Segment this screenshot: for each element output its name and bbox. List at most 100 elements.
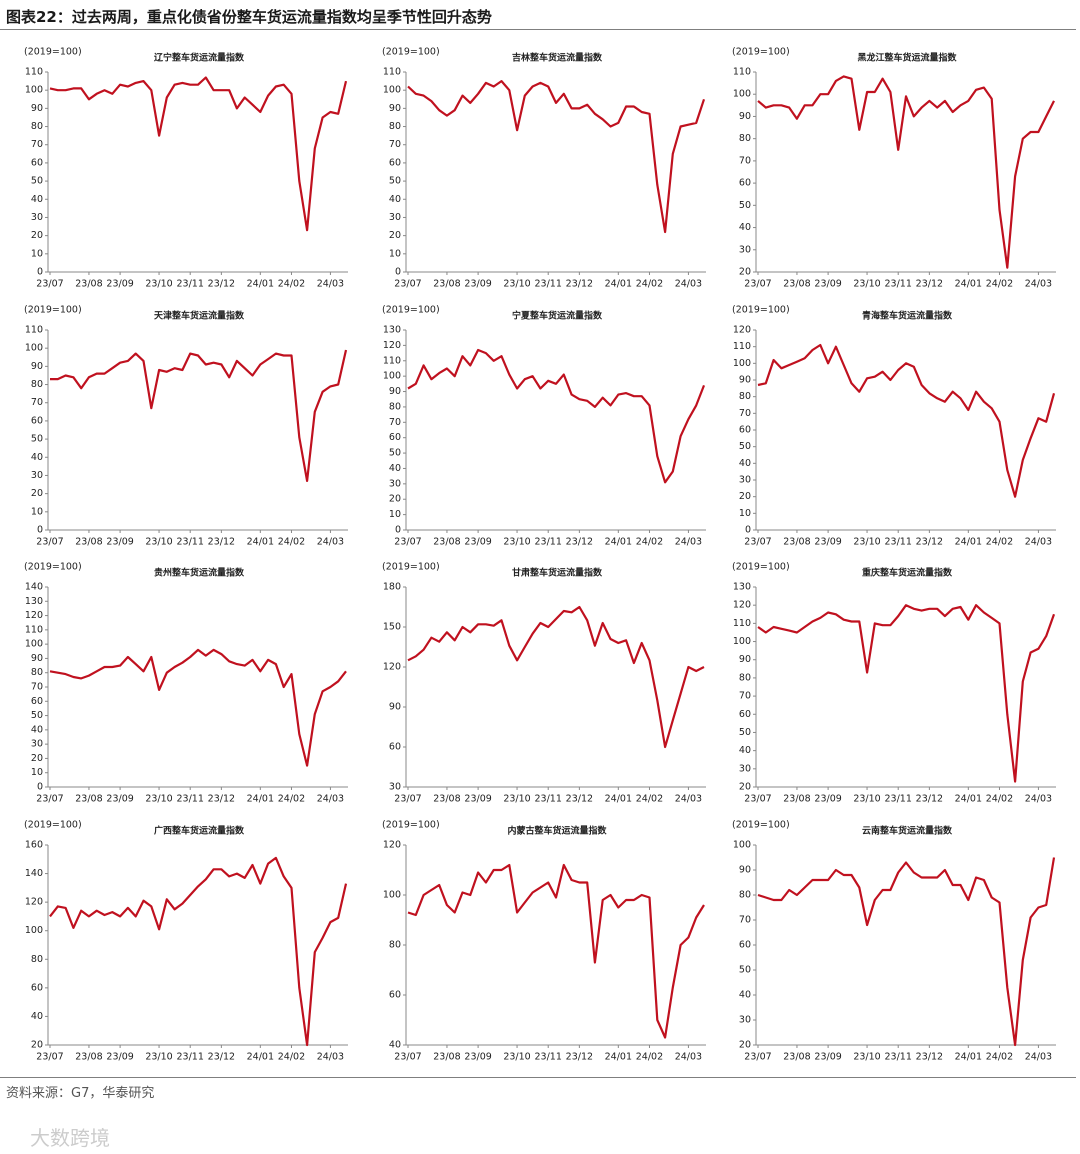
x-tick-label: 24/03 — [1025, 279, 1052, 290]
x-tick-label: 23/10 — [503, 1052, 530, 1063]
y-tick-label: 10 — [31, 767, 43, 778]
y-tick-label: 60 — [739, 709, 751, 720]
x-tick-label: 23/11 — [885, 794, 912, 805]
chart: (2019=100) 贵州整车货运流量指数 0 10 20 30 40 50 60 70 80 90 1… — [24, 562, 348, 805]
unit-label: (2019=100) — [24, 820, 82, 831]
y-tick-label: 80 — [389, 940, 401, 951]
y-tick-label: 80 — [739, 133, 751, 144]
x-tick-label: 23/07 — [394, 537, 421, 548]
x-tick-label: 24/03 — [317, 794, 344, 805]
x-tick-label: 23/07 — [36, 1052, 63, 1063]
x-tick-label: 23/11 — [535, 1052, 562, 1063]
y-tick-label: 60 — [389, 990, 401, 1001]
y-tick-label: 90 — [389, 386, 401, 397]
x-tick-label: 23/12 — [566, 537, 593, 548]
x-tick-label: 24/03 — [675, 1052, 702, 1063]
x-tick-label: 23/10 — [503, 279, 530, 290]
y-tick-label: 120 — [383, 662, 401, 673]
chart: (2019=100) 重庆整车货运流量指数 20 30 40 50 60 70 80 90 100 1… — [732, 562, 1056, 805]
data-line — [49, 648, 347, 767]
x-tick-label: 24/02 — [636, 1052, 663, 1063]
chart: (2019=100) 辽宁整车货运流量指数 0 10 20 30 40 50 60 70 80 90 1… — [24, 47, 348, 290]
x-tick-label: 24/03 — [1025, 794, 1052, 805]
x-tick-label: 23/12 — [566, 1052, 593, 1063]
y-tick-label: 10 — [31, 506, 43, 517]
x-tick-label: 24/01 — [605, 794, 632, 805]
y-tick-label: 40 — [739, 222, 751, 233]
y-tick-label: 0 — [37, 267, 43, 278]
x-tick-label: 24/01 — [955, 1052, 982, 1063]
x-tick-label: 23/11 — [885, 279, 912, 290]
y-tick-label: 90 — [31, 653, 43, 664]
y-tick-label: 160 — [25, 840, 43, 851]
figure-title: 图表22：过去两周，重点化债省份整车货运流量指数均呈季节性回升态势 — [6, 8, 492, 26]
x-tick-label: 23/11 — [885, 1052, 912, 1063]
x-tick-label: 23/11 — [177, 1052, 204, 1063]
y-tick-label: 40 — [389, 194, 401, 205]
x-tick-label: 23/11 — [885, 537, 912, 548]
x-tick-label: 24/03 — [675, 279, 702, 290]
y-tick-label: 100 — [383, 85, 401, 96]
chart-title: 重庆整车货运流量指数 — [862, 567, 953, 579]
y-tick-label: 90 — [739, 375, 751, 386]
y-tick-label: 10 — [389, 248, 401, 259]
x-tick-label: 23/12 — [208, 794, 235, 805]
chart: (2019=100) 青海整车货运流量指数 0 10 20 30 40 50 60 70 80 90 1… — [732, 305, 1056, 548]
x-tick-label: 23/10 — [853, 794, 880, 805]
chart-title: 宁夏整车货运流量指数 — [512, 310, 603, 322]
x-tick-label: 23/07 — [394, 1052, 421, 1063]
y-tick-label: 0 — [37, 525, 43, 536]
y-tick-label: 90 — [739, 654, 751, 665]
y-tick-label: 20 — [389, 494, 401, 505]
x-tick-label: 23/07 — [394, 794, 421, 805]
x-tick-label: 24/02 — [278, 537, 305, 548]
y-tick-label: 130 — [25, 596, 43, 607]
chart-title: 云南整车货运流量指数 — [862, 825, 953, 837]
x-tick-label: 24/01 — [247, 794, 274, 805]
x-tick-label: 23/09 — [814, 1052, 841, 1063]
y-tick-label: 110 — [383, 67, 401, 78]
y-tick-label: 70 — [31, 397, 43, 408]
y-tick-label: 80 — [31, 954, 43, 965]
data-line — [757, 857, 1056, 1047]
y-tick-label: 10 — [31, 248, 43, 259]
x-tick-label: 23/08 — [75, 279, 102, 290]
data-line — [407, 863, 705, 1039]
x-tick-label: 23/10 — [145, 794, 172, 805]
x-tick-label: 23/11 — [535, 794, 562, 805]
y-tick-label: 30 — [739, 475, 751, 486]
y-tick-label: 90 — [31, 103, 43, 114]
x-tick-label: 23/12 — [208, 279, 235, 290]
x-tick-label: 23/07 — [36, 279, 63, 290]
y-tick-label: 120 — [25, 610, 43, 621]
y-tick-label: 70 — [739, 408, 751, 419]
x-tick-label: 23/09 — [814, 537, 841, 548]
y-tick-label: 70 — [31, 682, 43, 693]
y-tick-label: 70 — [31, 139, 43, 150]
y-tick-label: 120 — [733, 325, 751, 336]
y-tick-label: 60 — [389, 157, 401, 168]
y-tick-label: 120 — [383, 340, 401, 351]
y-tick-label: 40 — [31, 1011, 43, 1022]
y-tick-label: 30 — [389, 212, 401, 223]
x-tick-label: 23/12 — [916, 1052, 943, 1063]
y-tick-label: 40 — [739, 745, 751, 756]
unit-label: (2019=100) — [732, 47, 790, 58]
x-tick-label: 23/08 — [75, 1052, 102, 1063]
y-tick-label: 80 — [31, 379, 43, 390]
divider — [0, 29, 1076, 30]
y-tick-label: 40 — [739, 990, 751, 1001]
y-tick-label: 50 — [31, 176, 43, 187]
y-tick-label: 70 — [739, 915, 751, 926]
y-tick-label: 100 — [25, 925, 43, 936]
data-line — [49, 76, 348, 232]
x-tick-label: 24/02 — [278, 794, 305, 805]
x-tick-label: 23/08 — [75, 794, 102, 805]
divider — [0, 1077, 1076, 1078]
y-tick-label: 50 — [31, 434, 43, 445]
unit-label: (2019=100) — [382, 305, 440, 316]
y-tick-label: 30 — [739, 1015, 751, 1026]
y-tick-label: 30 — [31, 470, 43, 481]
chart: (2019=100) 云南整车货运流量指数 20 30 40 50 60 70 80 90 100 2… — [732, 820, 1056, 1063]
chart: (2019=100) 黑龙江整车货运流量指数 20 30 40 50 60 70 80 90 100… — [732, 47, 1056, 290]
